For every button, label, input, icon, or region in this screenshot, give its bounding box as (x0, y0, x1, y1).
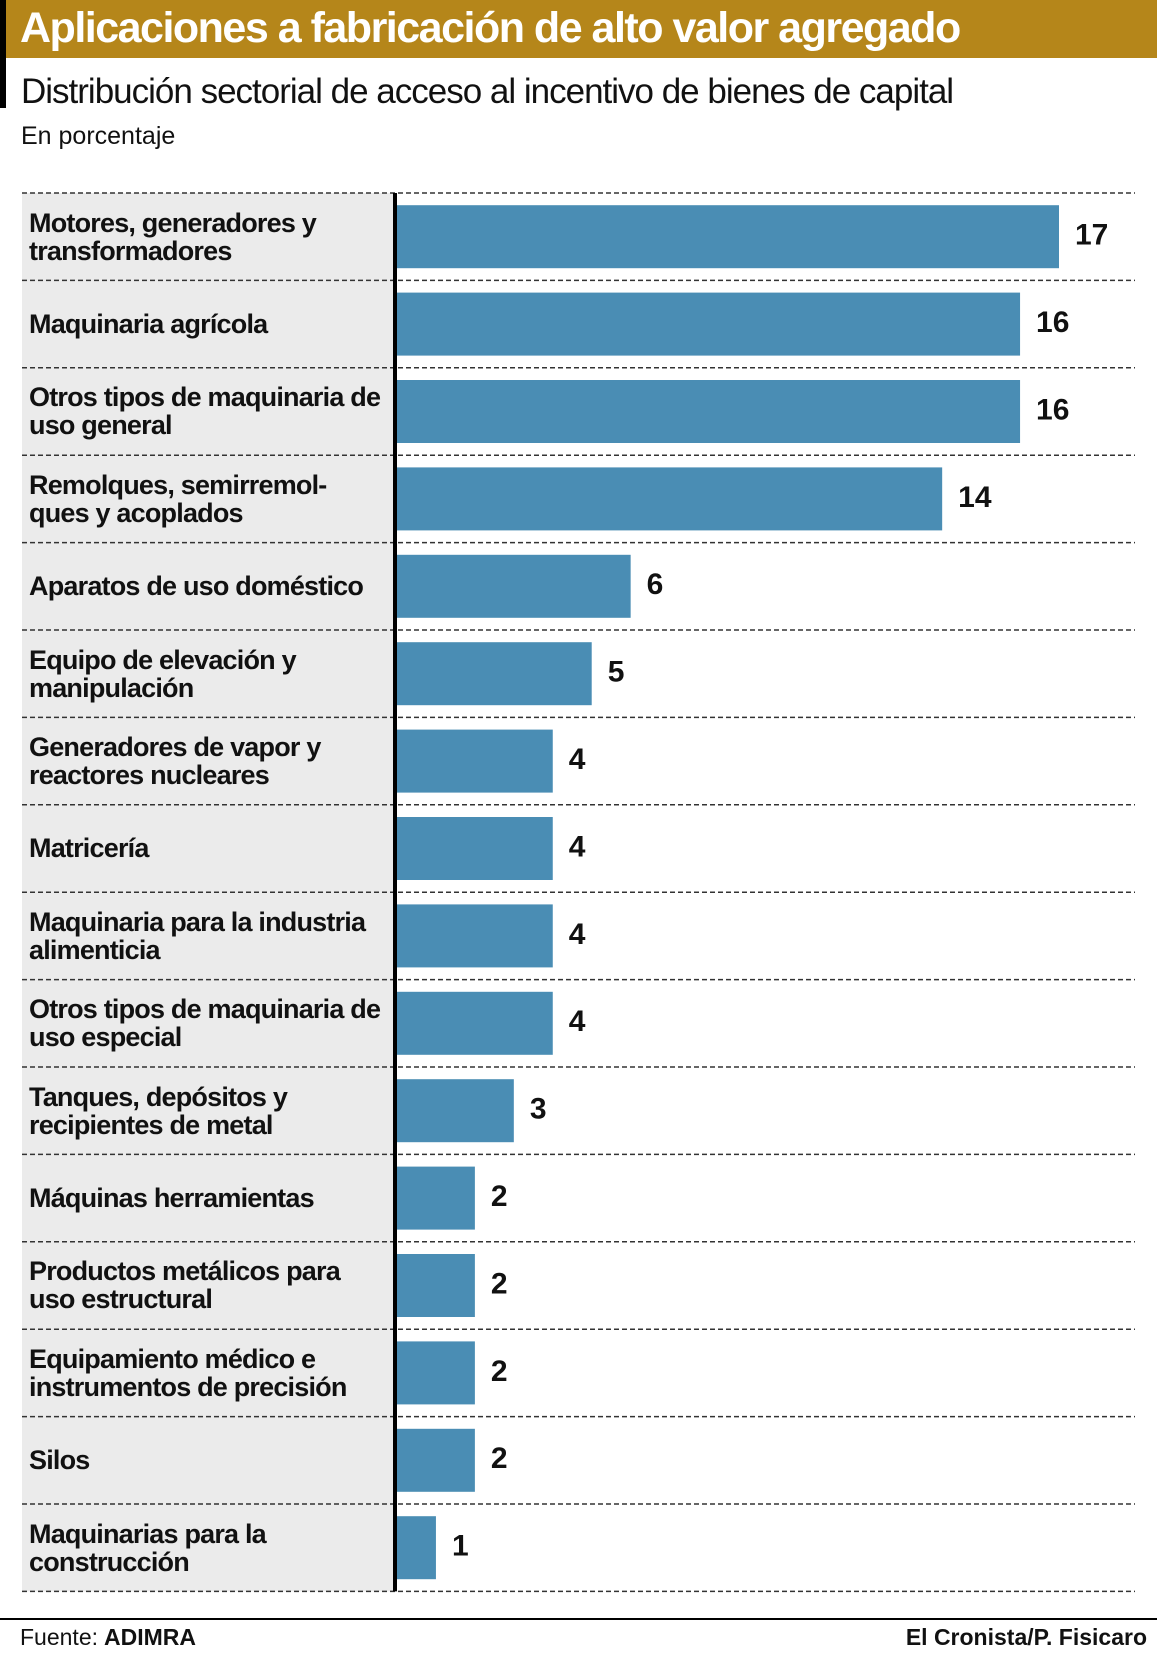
value-label: 4 (569, 1005, 586, 1038)
value-label: 17 (1075, 219, 1108, 252)
category-label: Generadores de vapor y reactores nuclear… (29, 732, 321, 791)
category-label: Matricería (29, 833, 149, 864)
value-label: 4 (569, 918, 586, 951)
value-label: 6 (647, 568, 664, 601)
value-label: 2 (491, 1355, 508, 1388)
bar (397, 380, 1021, 443)
source-label: Fuente: (20, 1624, 98, 1650)
category-label: Tanques, depósitos y recipientes de meta… (29, 1081, 288, 1140)
category-label: Maquinarias para la construcción (29, 1518, 267, 1577)
category-label: Productos metálicos para uso estructural (29, 1256, 341, 1315)
value-label: 16 (1036, 306, 1069, 339)
chart-subtitle: Distribución sectorial de acceso al ince… (21, 72, 954, 111)
bar (397, 991, 553, 1055)
bar (397, 642, 592, 706)
category-label: Maquinaria agrícola (29, 309, 268, 340)
bar (397, 292, 1021, 356)
bar (397, 729, 553, 793)
bar (397, 554, 631, 618)
value-label: 5 (608, 656, 625, 689)
category-label: Remolques, semirremol-ques y acoplados (29, 469, 327, 528)
credit: El Cronista/P. Fisicaro (905, 1624, 1147, 1650)
bar (397, 1254, 475, 1317)
bar (397, 1516, 436, 1580)
value-label: 1 (452, 1530, 469, 1563)
source: Fuente: ADIMRA (20, 1624, 196, 1651)
value-label: 3 (530, 1093, 547, 1126)
header-stem (0, 58, 6, 108)
category-label: Maquinaria para la industria alimenticia (29, 906, 366, 965)
category-label: Equipamiento médico e instrumentos de pr… (29, 1343, 347, 1402)
bar (397, 1166, 475, 1230)
bar (397, 817, 553, 880)
value-label: 16 (1036, 393, 1069, 426)
bar (397, 1341, 475, 1405)
bar (397, 904, 553, 968)
bar (397, 1428, 475, 1492)
category-label: Motores, generadores y transformadores (29, 207, 317, 266)
category-label: Otros tipos de maquinaria de uso especia… (29, 994, 381, 1053)
value-label: 2 (491, 1442, 508, 1475)
category-label: Equipo de elevación y manipulación (29, 644, 297, 703)
footer-rule (0, 1618, 1157, 1620)
header-bar: Aplicaciones a fabricación de alto valor… (0, 0, 1157, 58)
category-label: Aparatos de uso doméstico (29, 571, 364, 602)
value-label: 2 (491, 1180, 508, 1213)
value-label: 14 (958, 481, 992, 514)
source-name: ADIMRA (104, 1624, 196, 1650)
bar (397, 467, 943, 531)
unit-label: En porcentaje (21, 122, 176, 150)
chart-title: Aplicaciones a fabricación de alto valor… (20, 4, 961, 52)
value-label: 2 (491, 1267, 508, 1300)
category-label: Silos (29, 1445, 90, 1476)
value-label: 4 (569, 743, 586, 776)
bar (397, 1079, 514, 1143)
value-label: 4 (569, 830, 586, 863)
category-label: Máquinas herramientas (29, 1183, 315, 1214)
category-label: Otros tipos de maquinaria de uso general (29, 382, 381, 441)
bar (397, 205, 1059, 269)
